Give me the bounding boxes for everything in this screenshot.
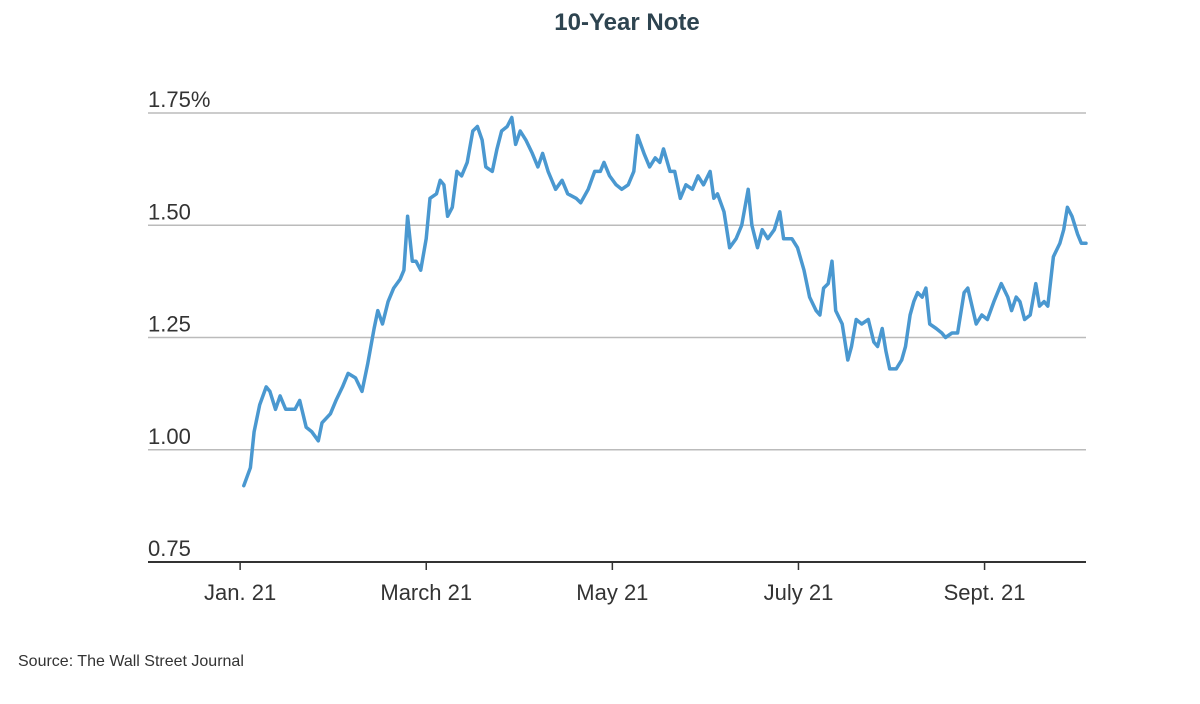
x-tick-label: May 21 bbox=[576, 580, 648, 605]
y-tick-label: 1.00 bbox=[148, 424, 191, 449]
y-tick-label: 1.75% bbox=[148, 87, 210, 112]
x-tick-label: Sept. 21 bbox=[944, 580, 1026, 605]
y-tick-label: 1.25 bbox=[148, 312, 191, 337]
chart-title: 10-Year Note bbox=[554, 9, 699, 36]
x-tick-label: July 21 bbox=[764, 580, 834, 605]
x-tick-label: March 21 bbox=[380, 580, 472, 605]
x-tick-label: Jan. 21 bbox=[204, 580, 276, 605]
line bbox=[242, 115, 1088, 488]
source: Source: The Wall Street Journal bbox=[18, 653, 244, 670]
y-tick-label: 1.50 bbox=[148, 199, 191, 224]
y-tick-label: 0.75 bbox=[148, 536, 191, 561]
